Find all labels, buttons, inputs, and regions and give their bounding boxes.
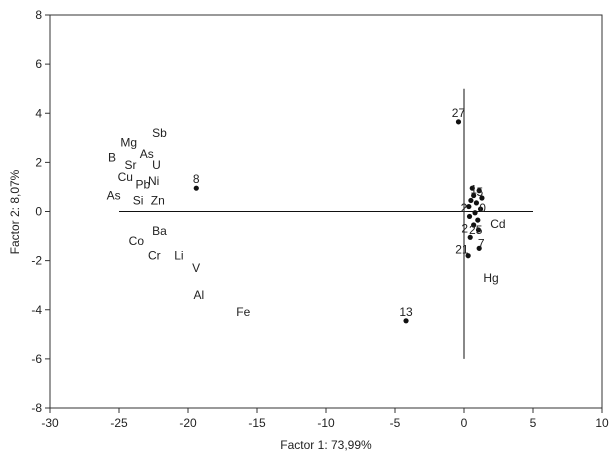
y-tick-label: 0	[35, 205, 42, 219]
cluster-point-label: 25	[469, 223, 483, 237]
variable-label: As	[107, 189, 121, 203]
variable-label: Mg	[120, 136, 137, 150]
variable-label: Cr	[148, 249, 161, 263]
data-point	[476, 245, 482, 251]
x-tick-label: -25	[110, 416, 128, 430]
data-point	[469, 185, 475, 191]
data-point	[476, 188, 482, 194]
data-point	[471, 192, 477, 199]
data-point	[479, 195, 485, 201]
data-point	[468, 197, 474, 204]
cluster-point-label: 7	[478, 236, 485, 250]
variable-label: Cu	[118, 170, 133, 184]
x-tick-label: 0	[461, 416, 468, 430]
y-tick-label: -6	[31, 352, 42, 366]
y-tick-label: 2	[35, 155, 42, 169]
data-point	[465, 253, 471, 259]
y-tick-label: 4	[35, 106, 42, 120]
variable-label: B	[108, 150, 116, 164]
data-point	[193, 185, 199, 191]
sample-points	[193, 119, 485, 324]
data-point	[477, 206, 484, 212]
variable-label: Ni	[148, 174, 159, 188]
x-axis-title: Factor 1: 73,99%	[280, 438, 372, 452]
x-tick-label: -20	[179, 416, 197, 430]
y-tick-label: -8	[31, 401, 42, 415]
variable-label: U	[152, 158, 161, 172]
cluster-point-label: 21	[455, 243, 469, 257]
variable-label: Cd	[490, 217, 505, 231]
x-tick-label: -10	[317, 416, 335, 430]
variable-label: Sb	[152, 126, 167, 140]
variable-label: Hg	[483, 271, 498, 285]
x-axis-ticks: -30 -25 -20 -15 -10 -5 0 5 10	[41, 408, 609, 430]
y-tick-label: -2	[31, 254, 42, 268]
cluster-point-label: 1	[470, 182, 477, 196]
data-point	[475, 227, 482, 233]
y-axis-ticks: -8 -6 -4 -2 0 2 4 6 8	[31, 8, 50, 415]
variable-label: Al	[194, 288, 205, 302]
cluster-point-label: 0	[479, 201, 486, 215]
point-label: 13	[399, 305, 413, 319]
cluster-point-label: 2	[461, 222, 468, 236]
y-tick-label: 8	[35, 8, 42, 22]
cluster-point-label: 5	[477, 185, 484, 199]
point-label: 8	[193, 172, 200, 186]
data-point	[473, 200, 480, 206]
data-point	[466, 203, 472, 210]
cluster-point-label: 2	[461, 201, 468, 215]
variable-label: As	[140, 147, 154, 161]
x-tick-label: -30	[41, 416, 59, 430]
variable-label: Sr	[125, 158, 137, 172]
data-point	[472, 210, 478, 216]
variable-label: Ba	[152, 224, 167, 238]
reference-lines	[119, 88, 533, 359]
data-point	[403, 318, 409, 324]
variable-label: Li	[174, 249, 183, 263]
y-tick-label: 6	[35, 57, 42, 71]
x-tick-label: -5	[390, 416, 401, 430]
x-tick-label: 10	[595, 416, 609, 430]
data-point	[466, 213, 473, 220]
x-tick-label: 5	[530, 416, 537, 430]
x-tick-label: -15	[248, 416, 266, 430]
variable-label: Fe	[236, 305, 250, 319]
variable-label: Zn	[151, 193, 165, 207]
y-tick-label: -4	[31, 303, 42, 317]
data-point	[467, 234, 473, 240]
variable-label: Pb	[136, 177, 151, 191]
variable-label: Co	[129, 234, 145, 248]
variable-label: V	[192, 261, 200, 275]
y-axis-title: Factor 2: 8,07%	[8, 169, 22, 254]
data-point	[471, 222, 477, 228]
data-point	[475, 217, 481, 223]
data-point	[455, 119, 462, 125]
point-label: 27	[452, 106, 466, 120]
variable-label: Si	[133, 193, 144, 207]
